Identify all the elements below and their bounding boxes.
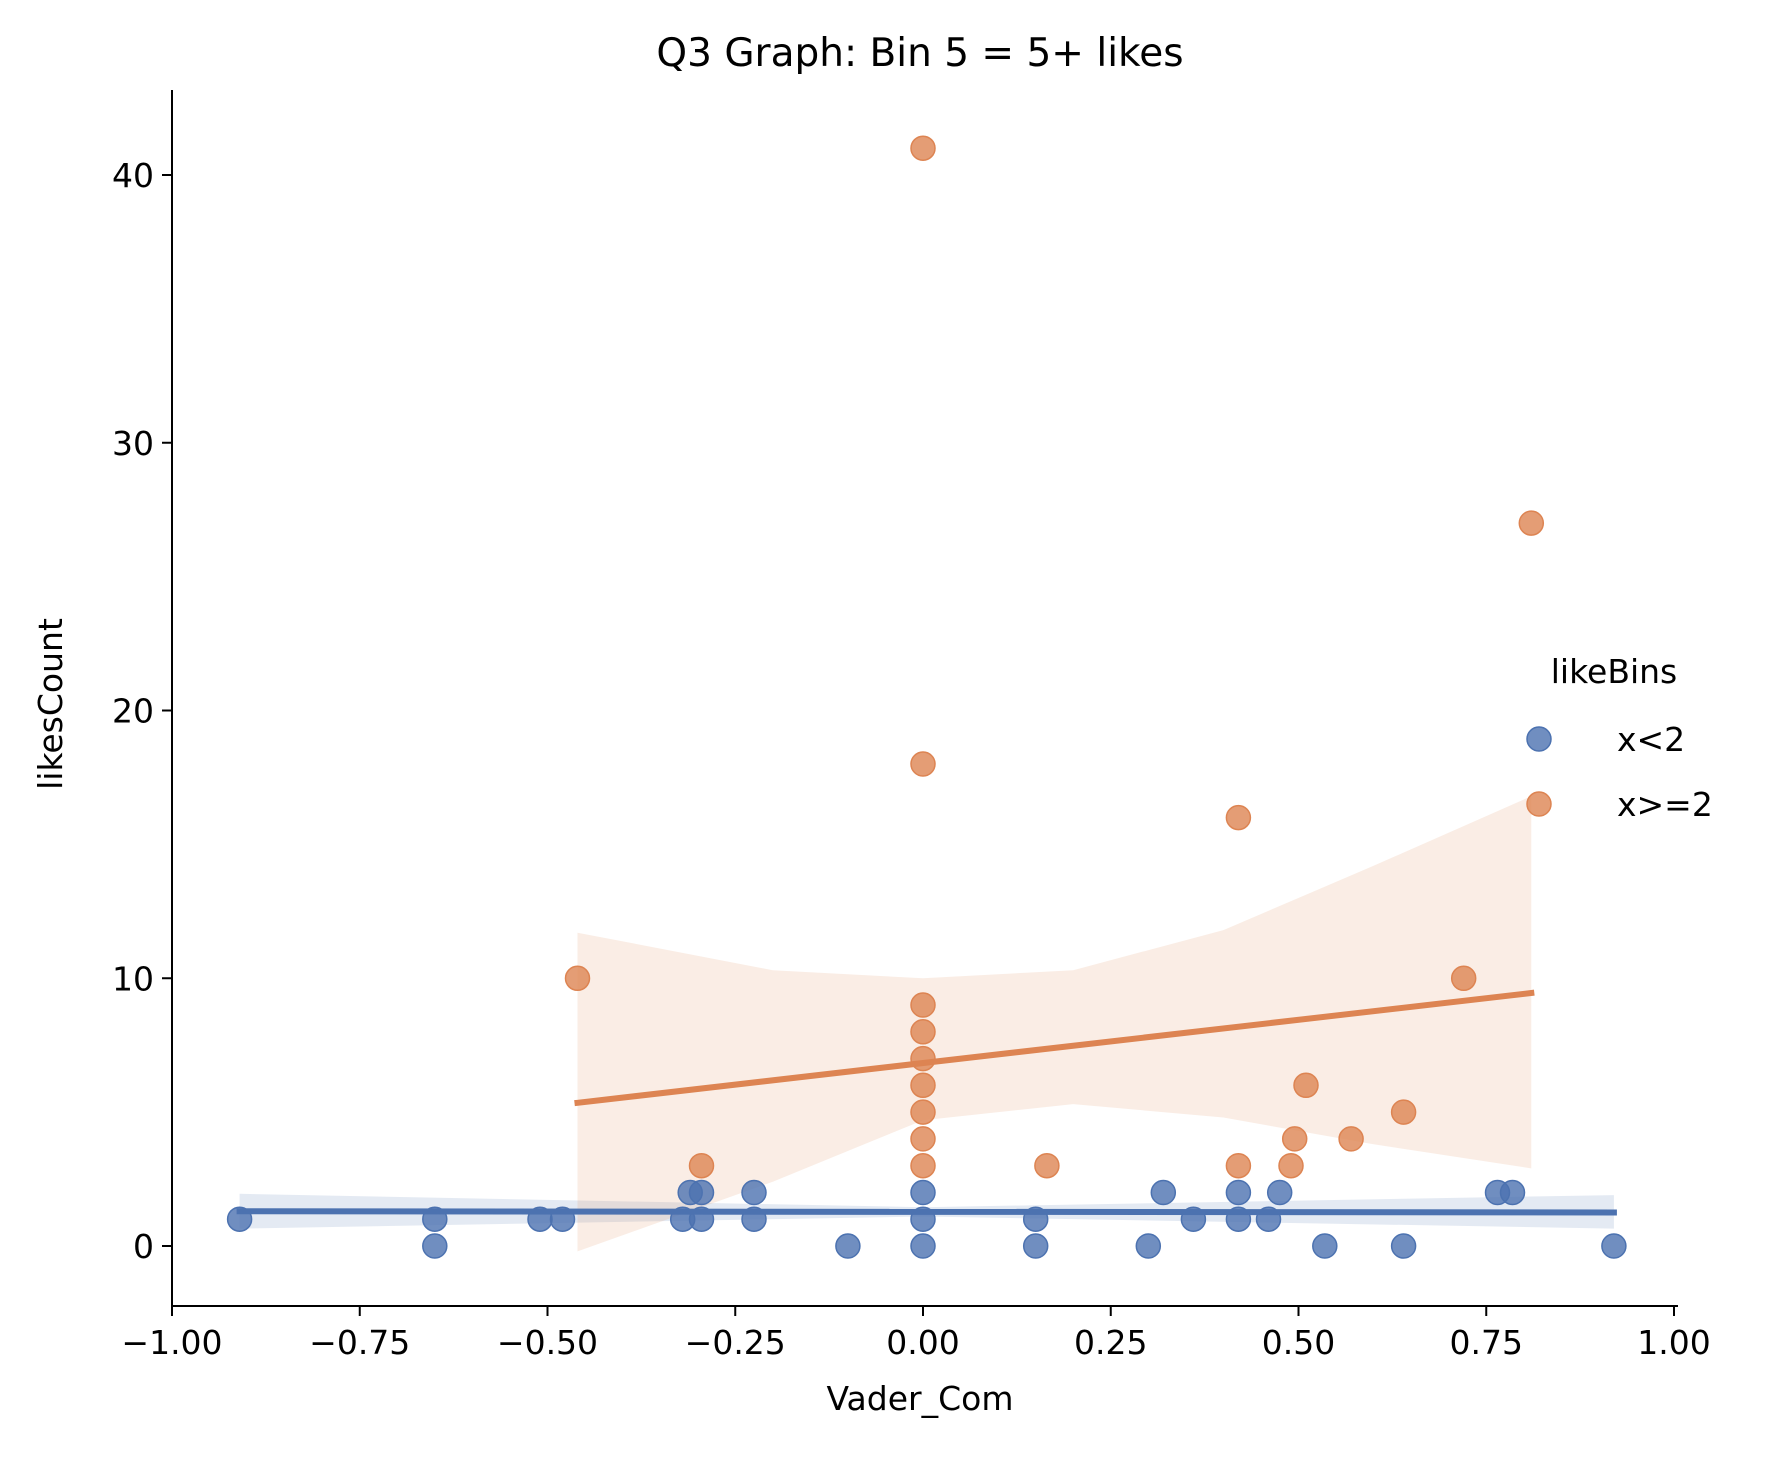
point-series0-14: [910, 1179, 936, 1206]
point-series0-20: [1225, 1179, 1252, 1206]
x-tick-label: −1.00: [121, 1323, 222, 1362]
x-tick-label: 0.00: [886, 1323, 959, 1362]
y-axis-label: likesCount: [31, 618, 70, 790]
regression-line-0: [236, 1208, 1617, 1216]
regression-line-1: [574, 989, 1535, 1107]
point-series1-10: [910, 1152, 936, 1179]
y-tick-label: 30: [112, 424, 154, 463]
point-series1-7: [910, 1072, 936, 1099]
point-series0-7: [688, 1179, 715, 1206]
point-series1-19: [1450, 965, 1477, 992]
point-series0-12: [910, 1233, 936, 1259]
point-series1-14: [1278, 1152, 1304, 1179]
y-tick-label: 40: [112, 156, 154, 195]
point-series1-2: [910, 135, 936, 161]
point-series1-17: [1338, 1126, 1364, 1152]
point-series0-24: [1312, 1233, 1338, 1259]
point-series1-1: [688, 1152, 715, 1179]
y-tick-label: 20: [112, 692, 154, 731]
y-tick-label: 10: [112, 959, 154, 998]
point-series1-9: [910, 1126, 936, 1152]
point-series0-18: [1150, 1179, 1177, 1206]
point-series1-20: [1518, 510, 1545, 536]
x-tick-label: 0.75: [1450, 1323, 1523, 1362]
axes: −1.00 −0.75 −0.50 −0.25 0.00 0.25 0.50 0.75 1.00…: [112, 90, 1711, 1362]
point-series0-2: [422, 1233, 448, 1259]
x-tick-label: −0.50: [497, 1323, 598, 1362]
point-series0-9: [741, 1179, 767, 1206]
legend-title: likeBins: [1551, 652, 1678, 691]
point-series1-18: [1390, 1099, 1417, 1125]
point-series1-11: [1034, 1152, 1060, 1179]
point-series1-8: [910, 1099, 936, 1125]
point-series1-16: [1293, 1072, 1319, 1099]
point-series0-11: [835, 1233, 861, 1259]
point-series0-27: [1499, 1179, 1526, 1206]
point-series1-3: [910, 751, 936, 777]
point-series1-4: [910, 992, 936, 1018]
point-series0-25: [1390, 1233, 1417, 1259]
legend-label-1: x>=2: [1617, 785, 1713, 824]
point-series1-0: [564, 965, 591, 992]
x-tick-label: −0.25: [685, 1323, 786, 1362]
point-series1-15: [1281, 1126, 1308, 1152]
chart-title: Q3 Graph: Bin 5 = 5+ likes: [656, 31, 1183, 76]
legend-label-0: x<2: [1617, 720, 1685, 759]
regression-lines: [236, 989, 1617, 1216]
x-axis-label: Vader_Com: [827, 1379, 1014, 1418]
point-series0-23: [1266, 1179, 1293, 1206]
legend: likeBins x<2 x>=2: [1526, 652, 1713, 824]
point-series1-5: [910, 1019, 936, 1045]
x-tick-label: 1.00: [1637, 1323, 1710, 1362]
point-series0-28: [1601, 1233, 1627, 1259]
point-series1-13: [1225, 1152, 1252, 1179]
ci-band-1: [577, 796, 1532, 1252]
x-tick-label: −0.75: [309, 1323, 410, 1362]
x-tick-label: 0.25: [1074, 1323, 1147, 1362]
legend-marker-0: [1526, 726, 1552, 752]
legend-marker-1: [1526, 791, 1552, 817]
point-series1-12: [1225, 804, 1252, 831]
x-tick-label: 0.50: [1262, 1323, 1335, 1362]
y-tick-label: 0: [133, 1227, 154, 1266]
point-series0-17: [1135, 1233, 1162, 1259]
point-series0-16: [1022, 1233, 1049, 1259]
